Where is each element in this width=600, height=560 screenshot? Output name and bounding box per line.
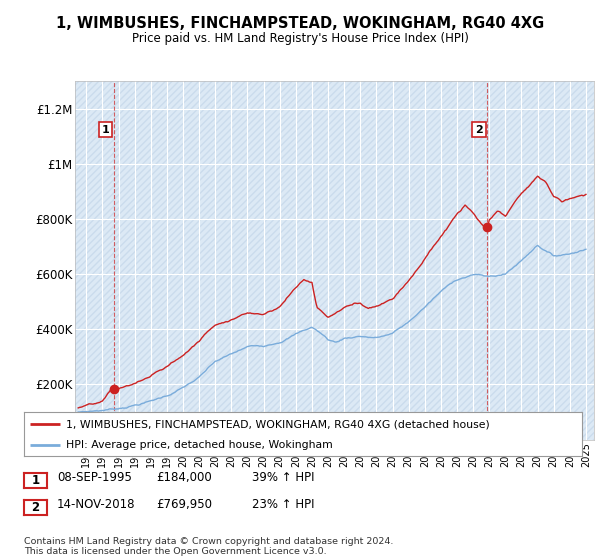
Text: 1, WIMBUSHES, FINCHAMPSTEAD, WOKINGHAM, RG40 4XG (detached house): 1, WIMBUSHES, FINCHAMPSTEAD, WOKINGHAM, …	[66, 419, 490, 429]
Text: 2: 2	[475, 124, 483, 134]
Text: £184,000: £184,000	[156, 471, 212, 484]
Text: Price paid vs. HM Land Registry's House Price Index (HPI): Price paid vs. HM Land Registry's House …	[131, 32, 469, 45]
Text: 08-SEP-1995: 08-SEP-1995	[57, 471, 132, 484]
Text: Contains HM Land Registry data © Crown copyright and database right 2024.: Contains HM Land Registry data © Crown c…	[24, 538, 394, 547]
Text: 23% ↑ HPI: 23% ↑ HPI	[252, 498, 314, 511]
Text: £769,950: £769,950	[156, 498, 212, 511]
Text: 2: 2	[31, 501, 40, 514]
Text: 1, WIMBUSHES, FINCHAMPSTEAD, WOKINGHAM, RG40 4XG: 1, WIMBUSHES, FINCHAMPSTEAD, WOKINGHAM, …	[56, 16, 544, 31]
Text: This data is licensed under the Open Government Licence v3.0.: This data is licensed under the Open Gov…	[24, 548, 326, 557]
Text: 1: 1	[31, 474, 40, 487]
Text: 1: 1	[101, 124, 109, 134]
Text: HPI: Average price, detached house, Wokingham: HPI: Average price, detached house, Woki…	[66, 440, 332, 450]
Text: 14-NOV-2018: 14-NOV-2018	[57, 498, 136, 511]
Text: 39% ↑ HPI: 39% ↑ HPI	[252, 471, 314, 484]
